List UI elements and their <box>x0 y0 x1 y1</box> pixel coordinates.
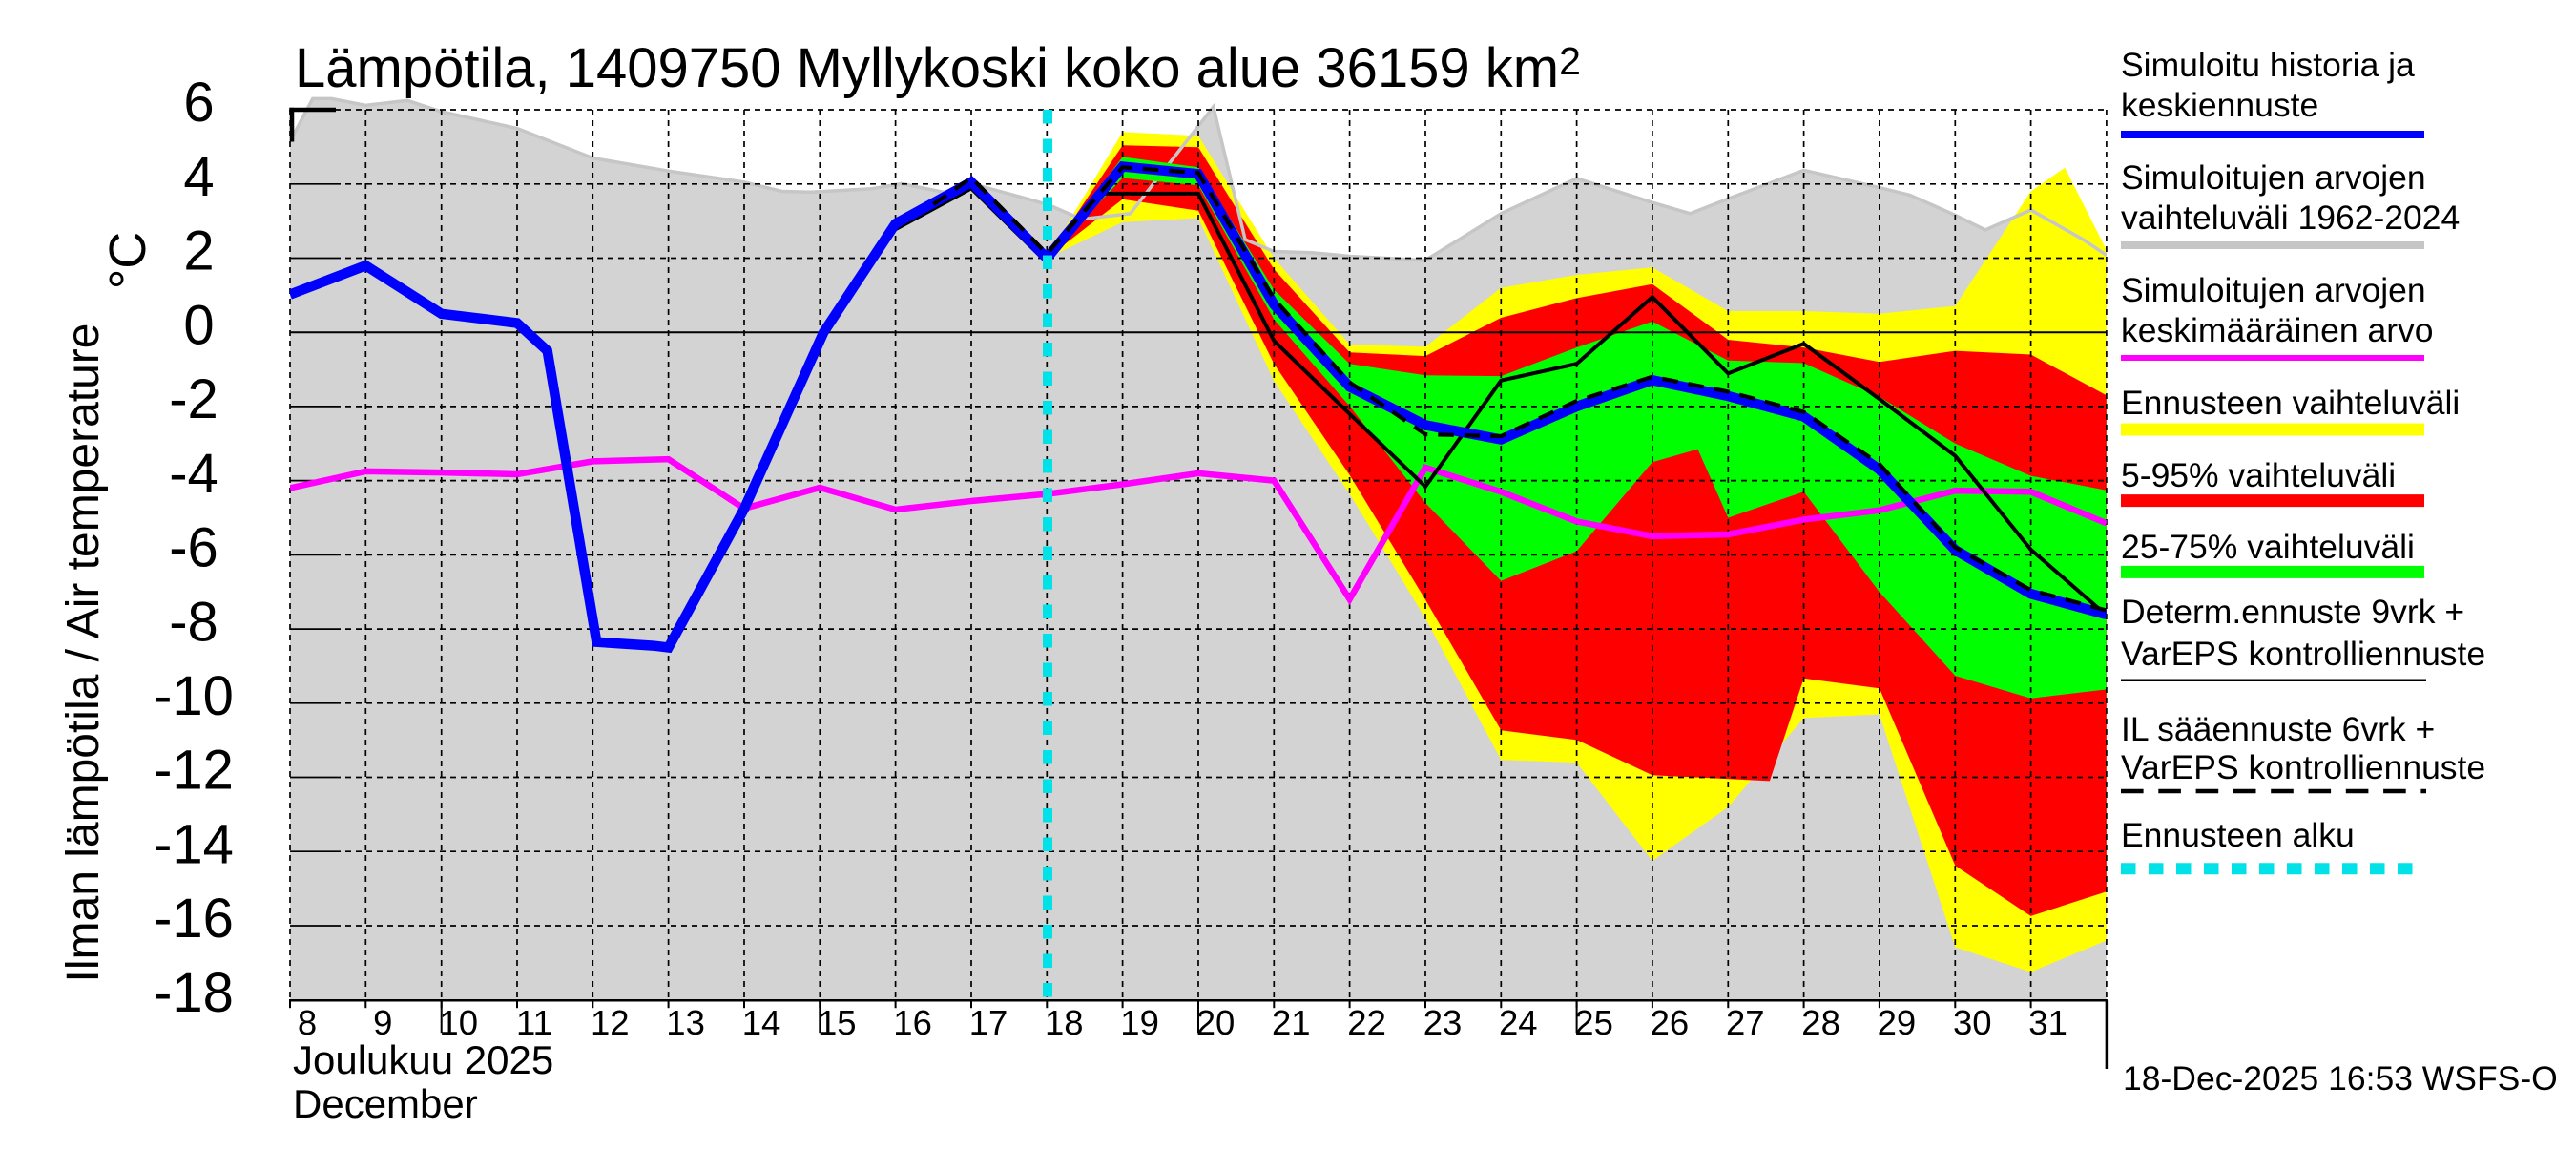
svg-text:16: 16 <box>893 1003 932 1042</box>
svg-text:Simuloitu historia ja: Simuloitu historia ja <box>2121 46 2415 84</box>
svg-text:-4: -4 <box>169 443 218 505</box>
svg-text:0: 0 <box>183 294 214 356</box>
svg-text:-8: -8 <box>169 591 218 653</box>
svg-text:18: 18 <box>1045 1003 1084 1042</box>
svg-text:°C: °C <box>99 232 156 290</box>
svg-text:25: 25 <box>1574 1003 1613 1042</box>
svg-text:29: 29 <box>1878 1003 1917 1042</box>
svg-text:December: December <box>293 1081 478 1126</box>
svg-text:9: 9 <box>373 1003 392 1042</box>
svg-text:Joulukuu 2025: Joulukuu 2025 <box>293 1037 553 1082</box>
svg-text:Determ.ennuste 9vrk +: Determ.ennuste 9vrk + <box>2121 593 2464 631</box>
svg-text:20: 20 <box>1196 1003 1236 1042</box>
svg-text:13: 13 <box>666 1003 705 1042</box>
svg-text:15: 15 <box>818 1003 857 1042</box>
svg-text:14: 14 <box>742 1003 781 1042</box>
svg-text:-14: -14 <box>154 813 234 875</box>
svg-text:Ilman lämpötila / Air temperat: Ilman lämpötila / Air temperature <box>58 324 109 983</box>
svg-text:11: 11 <box>516 1003 552 1042</box>
svg-text:Simuloitujen arvojen: Simuloitujen arvojen <box>2121 271 2426 309</box>
svg-text:Simuloitujen arvojen: Simuloitujen arvojen <box>2121 158 2426 197</box>
svg-text:10: 10 <box>439 1003 478 1042</box>
svg-text:-12: -12 <box>154 740 234 802</box>
svg-text:vaihteluväli 1962-2024: vaihteluväli 1962-2024 <box>2121 199 2460 237</box>
svg-text:-16: -16 <box>154 888 234 950</box>
svg-text:Lämpötila, 1409750 Myllykoski: Lämpötila, 1409750 Myllykoski koko alue … <box>295 37 1581 99</box>
svg-text:12: 12 <box>591 1003 630 1042</box>
svg-text:27: 27 <box>1726 1003 1765 1042</box>
svg-text:24: 24 <box>1499 1003 1538 1042</box>
svg-text:26: 26 <box>1651 1003 1690 1042</box>
svg-text:Ennusteen vaihteluväli: Ennusteen vaihteluväli <box>2121 384 2460 422</box>
svg-text:23: 23 <box>1423 1003 1463 1042</box>
svg-text:-10: -10 <box>154 665 234 727</box>
svg-text:Ennusteen alku: Ennusteen alku <box>2121 816 2355 854</box>
svg-text:5-95% vaihteluväli: 5-95% vaihteluväli <box>2121 456 2396 494</box>
svg-text:-2: -2 <box>169 368 218 430</box>
svg-text:-18: -18 <box>154 962 234 1024</box>
svg-text:21: 21 <box>1272 1003 1311 1042</box>
svg-text:6: 6 <box>183 72 214 134</box>
svg-text:25-75% vaihteluväli: 25-75% vaihteluväli <box>2121 528 2415 566</box>
svg-text:22: 22 <box>1347 1003 1386 1042</box>
svg-text:VarEPS kontrolliennuste: VarEPS kontrolliennuste <box>2121 748 2485 786</box>
svg-text:28: 28 <box>1801 1003 1840 1042</box>
svg-text:31: 31 <box>2028 1003 2067 1042</box>
svg-text:30: 30 <box>1953 1003 1992 1042</box>
svg-text:8: 8 <box>298 1003 317 1042</box>
svg-text:VarEPS kontrolliennuste: VarEPS kontrolliennuste <box>2121 635 2485 673</box>
svg-text:keskiennuste: keskiennuste <box>2121 86 2318 124</box>
svg-text:17: 17 <box>969 1003 1008 1042</box>
svg-text:2: 2 <box>183 220 214 282</box>
svg-text:4: 4 <box>183 146 214 208</box>
svg-text:-6: -6 <box>169 517 218 579</box>
svg-text:keskimääräinen arvo: keskimääräinen arvo <box>2121 311 2434 349</box>
svg-text:18-Dec-2025 16:53 WSFS-O: 18-Dec-2025 16:53 WSFS-O <box>2123 1059 2558 1098</box>
svg-text:IL sääennuste 6vrk +: IL sääennuste 6vrk + <box>2121 710 2435 748</box>
svg-text:19: 19 <box>1120 1003 1159 1042</box>
